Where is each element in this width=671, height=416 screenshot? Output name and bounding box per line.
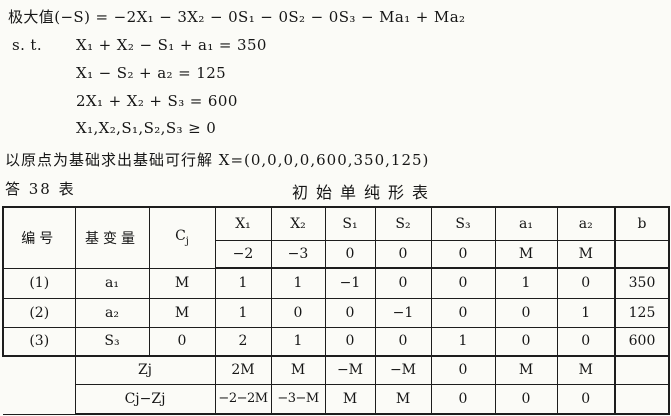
constraint-1: X₁ + X₂ − S₁ + a₁ = 350 (76, 36, 267, 54)
row2-s2: −1 (374, 297, 432, 328)
constraint-2: X₁ − S₂ + a₂ = 125 (76, 64, 227, 82)
zj-x1: 2M (214, 355, 272, 385)
table-title: 初始单纯形表 (292, 183, 437, 202)
row3-x2: 1 (270, 326, 326, 357)
zj-row: Zj 2M M −M −M 0 M M (3, 355, 670, 415)
simplex-table: 编号 基变量 Cj X₁ X₂ S₁ S₂ S₃ a₁ a₂ b −2 −3 0… (2, 206, 670, 415)
table-row: (3) S₃ 0 2 1 0 0 1 0 0 600 (2, 326, 670, 357)
col-header-s3: S₃ (430, 206, 496, 241)
cj-zj-s3: 0 (430, 383, 496, 415)
row1-a2: 0 (556, 267, 616, 299)
row2-basis: a₂ (74, 297, 150, 328)
zj-b-empty (614, 355, 670, 385)
row1-a1: 1 (494, 267, 558, 299)
row1-number: (1) (2, 267, 76, 299)
row3-number: (3) (2, 326, 76, 357)
col-header-number: 编号 (2, 206, 76, 269)
row3-x1: 2 (214, 326, 272, 357)
col-header-s2: S₂ (374, 206, 432, 241)
cj-value-b-empty (614, 239, 670, 269)
row2-x2: 0 (270, 297, 326, 328)
row2-cj: M (148, 297, 216, 328)
row3-s1: 0 (324, 326, 376, 357)
cj-zj-a2: 0 (556, 383, 616, 415)
row3-s3: 1 (430, 326, 496, 357)
header-row-cj-values: −2 −3 0 0 0 M M (3, 239, 670, 269)
solution-line: 以原点为基础求出基础可行解 X=(0,0,0,0,600,350,125) (5, 151, 430, 169)
row3-b: 600 (614, 326, 670, 357)
col-header-x1: X₁ (214, 206, 272, 241)
col-header-x2: X₂ (270, 206, 326, 241)
cj-subscript: j (185, 236, 189, 248)
cj-base: C (175, 228, 186, 245)
cj-value-a1: M (494, 239, 558, 269)
row1-basis: a₁ (74, 267, 150, 299)
row3-basis: S₃ (74, 326, 150, 357)
zj-a1: M (494, 355, 558, 385)
subject-to-label: s. t. (12, 36, 43, 54)
cj-zj-s1: M (324, 383, 376, 415)
row2-a1: 0 (494, 297, 558, 328)
col-header-basis: 基变量 (74, 206, 150, 269)
row2-number: (2) (2, 297, 76, 328)
col-header-cj: Cj (148, 206, 216, 269)
cj-value-x1: −2 (214, 239, 272, 269)
col-header-a2: a₂ (556, 206, 616, 241)
row2-x1: 1 (214, 297, 272, 328)
zj-x2: M (270, 355, 326, 385)
cj-zj-s2: M (374, 383, 432, 415)
row1-s1: −1 (324, 267, 376, 299)
constraint-3: 2X₁ + X₂ + S₃ = 600 (76, 92, 238, 110)
zj-label: Zj (74, 355, 216, 385)
row2-s1: 0 (324, 297, 376, 328)
cj-value-s2: 0 (374, 239, 432, 269)
objective-function: 极大值(−S) = −2X₁ − 3X₂ − 0S₁ − 0S₂ − 0S₃ −… (8, 8, 466, 26)
row2-s3: 0 (430, 297, 496, 328)
cj-zj-label: Cj−Zj (74, 383, 216, 415)
cj-value-a2: M (556, 239, 616, 269)
constraint-4: X₁,X₂,S₁,S₂,S₃ ≥ 0 (76, 119, 217, 137)
row3-a2: 0 (556, 326, 616, 357)
cj-value-s1: 0 (324, 239, 376, 269)
cj-zj-row: Cj−Zj −2−2M −3−M M M 0 0 0 (3, 383, 670, 415)
col-header-s1: S₁ (324, 206, 376, 241)
row2-b: 125 (614, 297, 670, 328)
cj-zj-x1: −2−2M (214, 383, 272, 415)
cj-zj-a1: 0 (494, 383, 558, 415)
row1-x2: 1 (270, 267, 326, 299)
row1-b: 350 (614, 267, 670, 299)
cj-zj-b-empty (614, 383, 670, 415)
row1-cj: M (148, 267, 216, 299)
zj-s1: −M (324, 355, 376, 385)
row2-a2: 1 (556, 297, 616, 328)
cj-zj-x2: −3−M (270, 383, 326, 415)
header-row-1: 编号 基变量 Cj X₁ X₂ S₁ S₂ S₃ a₁ a₂ b (2, 206, 670, 269)
row1-s3: 0 (430, 267, 496, 299)
cj-value-s3: 0 (430, 239, 496, 269)
col-header-a1: a₁ (494, 206, 558, 241)
cj-value-x2: −3 (270, 239, 326, 269)
row1-s2: 0 (374, 267, 432, 299)
row3-s2: 0 (374, 326, 432, 357)
zj-s3: 0 (430, 355, 496, 385)
table-label: 答 38 表 (5, 180, 76, 198)
table-row: (2) a₂ M 1 0 0 −1 0 0 1 125 (2, 297, 670, 328)
row3-cj: 0 (148, 326, 216, 357)
col-header-b: b (614, 206, 670, 241)
zj-s2: −M (374, 355, 432, 385)
row3-a1: 0 (494, 326, 558, 357)
table-row: (1) a₁ M 1 1 −1 0 0 1 0 350 (2, 267, 670, 299)
zj-number-empty (3, 355, 76, 415)
row1-x1: 1 (214, 267, 272, 299)
zj-a2: M (556, 355, 616, 385)
